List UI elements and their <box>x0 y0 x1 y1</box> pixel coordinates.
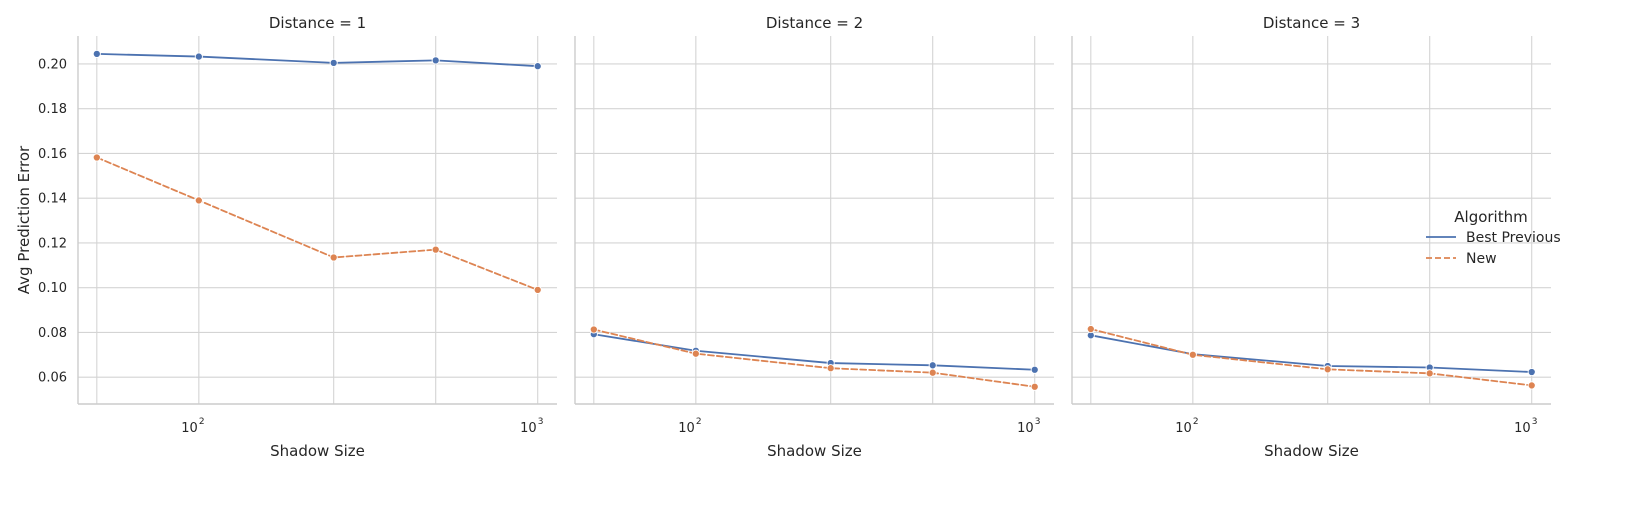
y-tick-label-0: 0.06 <box>38 371 67 386</box>
panel-1-series-2-point-2 <box>329 253 338 262</box>
panel-2-series-2-point-3 <box>928 368 937 377</box>
y-tick-label-7: 0.20 <box>38 57 67 72</box>
panel-3-x-tick-base-1: 10 <box>1514 421 1531 436</box>
y-tick-label-3: 0.12 <box>38 236 67 251</box>
panel-3-x-tick-base-0: 10 <box>1175 421 1192 436</box>
panel-1-series-1-point-2 <box>329 58 338 67</box>
panel-3-x-tick-exp-0: 2 <box>1193 417 1199 427</box>
legend-title: Algorithm <box>1454 208 1527 226</box>
y-tick-label-6: 0.18 <box>38 102 67 117</box>
panel-1-series-1-point-1 <box>194 52 203 61</box>
panel-2-series-1-point-4 <box>1030 365 1039 374</box>
panel-2-series-1-point-3 <box>928 361 937 370</box>
panel-2-x-tick-base-0: 10 <box>678 421 695 436</box>
panel-2-title: Distance = 2 <box>766 14 863 32</box>
panel-1-title: Distance = 1 <box>269 14 366 32</box>
panel-3-series-2-point-4 <box>1527 381 1536 390</box>
panel-2-x-tick-exp-1: 3 <box>1035 417 1041 427</box>
panel-3-x-axis-label: Shadow Size <box>1264 442 1359 460</box>
y-tick-label-2: 0.10 <box>38 281 67 296</box>
panel-2-series-1-line <box>592 333 1036 371</box>
panel-1-series-2-point-4 <box>533 285 542 294</box>
panel-1-series-2-point-0 <box>92 153 101 162</box>
panel-2-series-2-point-4 <box>1030 382 1039 391</box>
y-tick-label-5: 0.16 <box>38 147 67 162</box>
panel-2-series-2-point-0 <box>589 325 598 334</box>
panel-3-x-tick-exp-1: 3 <box>1532 417 1538 427</box>
panel-1-x-tick-exp-0: 2 <box>199 417 205 427</box>
panel-3-series-2-point-1 <box>1188 350 1197 359</box>
legend-label-2: New <box>1466 251 1497 267</box>
panel-2-series-2-point-2 <box>826 364 835 373</box>
panel-1-series-1-point-0 <box>92 49 101 58</box>
panel-2-x-tick-exp-0: 2 <box>696 417 702 427</box>
panel-2-x-tick-base-1: 10 <box>1017 421 1034 436</box>
panel-1-x-axis-label: Shadow Size <box>270 442 365 460</box>
panel-1-series-1-point-3 <box>431 56 440 65</box>
y-tick-label-1: 0.08 <box>38 326 67 341</box>
panel-2-series-2-line <box>592 328 1036 388</box>
panel-3-series-1-line <box>1089 334 1533 373</box>
y-axis-label: Avg Prediction Error <box>15 145 33 294</box>
panel-2-series-2-point-1 <box>691 349 700 358</box>
legend-label-1: Best Previous <box>1466 230 1561 246</box>
panel-3-series-2-point-0 <box>1086 325 1095 334</box>
panel-1-series-2-point-3 <box>431 245 440 254</box>
panel-1-series-1-point-4 <box>533 62 542 71</box>
panel-2-x-axis-label: Shadow Size <box>767 442 862 460</box>
panel-3-series-2-point-2 <box>1323 365 1332 374</box>
panel-3-series-1-point-4 <box>1527 367 1536 377</box>
panel-1-x-tick-base-0: 10 <box>181 421 198 436</box>
y-tick-label-4: 0.14 <box>38 192 67 207</box>
panel-1-series-2-point-1 <box>194 196 203 205</box>
panel-3-title: Distance = 3 <box>1263 14 1360 32</box>
panel-1-series-2-line <box>95 156 539 291</box>
panel-3-series-2-point-3 <box>1425 369 1434 378</box>
panel-1-x-tick-base-1: 10 <box>520 421 537 436</box>
panel-1-x-tick-exp-1: 3 <box>538 417 544 427</box>
